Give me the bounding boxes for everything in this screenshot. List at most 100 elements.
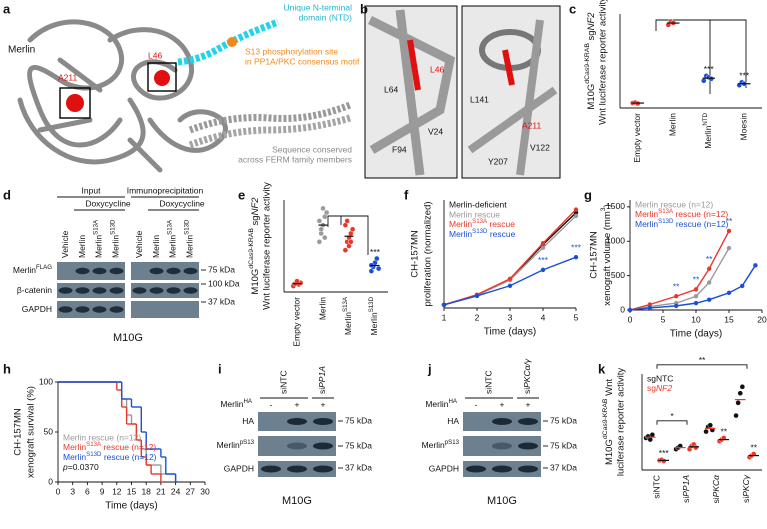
- dot: [661, 458, 667, 464]
- row-label: MerlinpS13: [422, 439, 460, 450]
- point: [540, 267, 546, 273]
- blot-band: [75, 267, 90, 275]
- x-tick-label-part: S13D: [368, 296, 375, 312]
- legend-entry-part: rescue: [487, 219, 515, 229]
- marker-label: 100 kDa: [208, 278, 240, 288]
- x-tick-label: 9: [100, 486, 105, 496]
- legend-entry: MerlinS13A rescue (n=12): [63, 441, 156, 452]
- x-tick-label: MerlinS13D: [368, 296, 379, 335]
- blot-band: [313, 418, 333, 425]
- point: [707, 297, 712, 302]
- x-tick-label: Empty vector: [632, 113, 642, 163]
- annotation: ***: [571, 242, 582, 252]
- panel-letter: a: [3, 1, 11, 16]
- point: [507, 276, 513, 281]
- blot-band: [518, 465, 538, 473]
- x-tick-label-part: Merlin: [369, 312, 379, 335]
- row-label-part: Merlin: [217, 440, 240, 450]
- x-tick-label: MerlinS13A: [342, 296, 353, 335]
- legend-entry-part: rescue (n=12): [673, 209, 728, 219]
- structure-panel: Merlin A211 L46 Unique N-terminal domain…: [8, 2, 360, 173]
- dot: [344, 218, 350, 224]
- lane-label: Vehicle: [134, 230, 144, 258]
- y-axis-label-part: Wnt: [604, 379, 615, 399]
- point: [647, 302, 652, 307]
- panel-letter: f: [404, 187, 409, 202]
- y-axis-label-part: dCas9-KRAB: [248, 228, 255, 269]
- point: [693, 294, 699, 299]
- panel-letter: d: [3, 187, 11, 202]
- legend-entry: MerlinS13D rescue (n=12): [635, 218, 729, 229]
- panel-letter: b: [360, 1, 368, 16]
- ferm-label: across FERM family members: [238, 154, 352, 164]
- blot-band: [183, 287, 198, 294]
- annotation: **: [720, 426, 727, 436]
- residue-label: L64: [384, 84, 398, 94]
- blot-band: [466, 465, 486, 473]
- dot: [647, 436, 653, 443]
- protein-ribbon: [17, 19, 228, 173]
- cell-label: M10G: [487, 495, 517, 507]
- x-tick-label-part: Merlin: [343, 312, 353, 335]
- blot-band: [166, 287, 181, 294]
- panel-letter: c: [569, 1, 576, 16]
- lane-label-part: S13D: [184, 219, 191, 235]
- protein-label: Merlin: [8, 45, 35, 56]
- lane-label: MerlinS13D: [184, 219, 195, 258]
- point: [753, 263, 758, 268]
- residue-label: V122: [530, 142, 550, 152]
- blot-membrane: [57, 301, 125, 318]
- point: [647, 305, 652, 311]
- sign-label: -: [475, 399, 478, 409]
- blot-band: [132, 287, 147, 294]
- blot-band: [109, 287, 124, 294]
- point: [740, 283, 745, 289]
- point: [573, 254, 579, 260]
- row-label-part: FLAG: [36, 264, 52, 271]
- lane-label-part: PKCα/γ: [522, 358, 532, 388]
- ribbon: [467, 19, 558, 176]
- x-tick-label: 12: [112, 486, 122, 496]
- series-line: [629, 247, 730, 311]
- legend-entry-part: Merlin: [63, 442, 86, 452]
- row-label: MerlinFLAG: [13, 264, 52, 275]
- lane-label: MerlinS13A: [167, 219, 178, 258]
- ntd-label: Unique N-terminal: [284, 2, 353, 12]
- annotation: ***: [370, 247, 381, 257]
- ribbon: [17, 97, 146, 165]
- y-axis-label-part: M10G: [250, 269, 261, 295]
- bracket: [656, 420, 688, 425]
- legend-entry: MerlinS13A rescue: [449, 218, 515, 229]
- blot-membrane: [131, 262, 199, 280]
- point: [474, 293, 480, 299]
- l46-site: [154, 70, 170, 86]
- y-axis-label-part: dCas9-KRAB: [584, 43, 591, 84]
- cell-label: M10G: [113, 332, 143, 344]
- x-tick-label: 15: [724, 314, 734, 324]
- point: [707, 266, 712, 271]
- y-axis-label: Wnt luciferase reporter activity: [262, 182, 273, 310]
- residue-label: V24: [428, 126, 443, 136]
- x-tick-label-part: PKCγ: [741, 474, 751, 496]
- sign-label: +: [500, 399, 505, 409]
- blot-membrane: [258, 436, 336, 456]
- dot: [316, 218, 323, 224]
- ribbon: [107, 27, 195, 101]
- legend-entry-part: NF2: [656, 383, 672, 393]
- legend-entry-part: rescue: [487, 229, 515, 239]
- y-axis-label: Wnt luciferase reporter activity: [598, 0, 609, 125]
- blot-band: [149, 287, 164, 294]
- helix: [188, 101, 352, 134]
- ferm-label: Sequence conserved: [272, 144, 352, 154]
- blot-band: [75, 306, 90, 313]
- annotation: **: [726, 216, 733, 226]
- y-tick-label: 500: [611, 270, 625, 280]
- x-tick-label-part: PP1A: [681, 475, 691, 497]
- lane-label: siPKCα/γ: [522, 358, 532, 394]
- sign-label: -: [270, 399, 273, 409]
- lane-label-part: PP1A: [317, 366, 327, 388]
- ntd-helix: [177, 18, 280, 66]
- residue-label: L141: [470, 94, 489, 104]
- x-axis-label: Time (days): [484, 327, 536, 338]
- x-axis-label: Time (days): [670, 329, 722, 340]
